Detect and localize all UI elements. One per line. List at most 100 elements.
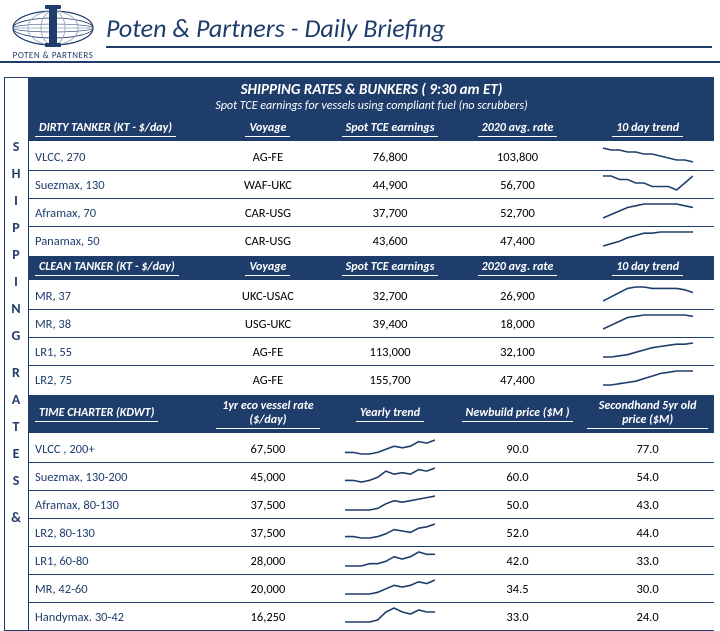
rate-cell: 28,000	[210, 547, 327, 575]
avg-cell: 18,000	[454, 310, 581, 338]
column-header: Yearly trend	[326, 394, 453, 434]
column-header: 10 day trend	[581, 117, 714, 142]
table-header-row: DIRTY TANKER (KT - $/day)VoyageSpot TCE …	[29, 117, 714, 142]
rate-cell: 20,000	[210, 575, 327, 603]
table-row: LR2, 80-13037,500 52.044.0	[29, 519, 714, 547]
vessel-name: LR1, 55	[29, 338, 210, 366]
table-row: MR, 38USG-UKC39,40018,000	[29, 310, 714, 338]
newbuild-cell: 60.0	[454, 463, 581, 491]
side-label-char: G	[5, 327, 28, 344]
side-label-char: N	[5, 300, 28, 317]
vessel-name: Panamax, 50	[29, 227, 210, 256]
table-row: MR, 42-6020,00034.530.0	[29, 575, 714, 603]
secondhand-cell: 44.0	[581, 519, 714, 547]
rate-cell: 37,500	[210, 519, 327, 547]
vessel-name: Aframax, 80-130	[29, 491, 210, 519]
voyage-cell: AG-FE	[210, 366, 327, 395]
side-label-char: S	[5, 472, 28, 489]
vessel-name: Handymax. 30-42	[29, 603, 210, 631]
spot-cell: 37,700	[326, 199, 453, 227]
trend-cell	[581, 366, 714, 395]
avg-cell: 47,400	[454, 227, 581, 256]
vessel-name: LR2, 80-130	[29, 519, 210, 547]
vessel-name: VLCC , 200+	[29, 434, 210, 463]
table-row: LR1, 55AG-FE113,00032,100	[29, 338, 714, 366]
newbuild-cell: 90.0	[454, 434, 581, 463]
spot-cell: 113,000	[326, 338, 453, 366]
table-row: VLCC , 200+67,500 90.077.0	[29, 434, 714, 463]
secondhand-cell: 43.0	[581, 491, 714, 519]
column-header: 10 day trend	[581, 255, 714, 281]
voyage-cell: USG-UKC	[210, 310, 327, 338]
newbuild-cell: 50.0	[454, 491, 581, 519]
side-label-char: A	[5, 391, 28, 408]
voyage-cell: WAF-UKC	[210, 171, 327, 199]
table-header-row: CLEAN TANKER (KT - $/day)VoyageSpot TCE …	[29, 255, 714, 281]
column-header: DIRTY TANKER (KT - $/day)	[29, 117, 210, 142]
newbuild-cell: 42.0	[454, 547, 581, 575]
dirty-tanker-table: DIRTY TANKER (KT - $/day)VoyageSpot TCE …	[29, 117, 714, 631]
main: SHIPPING RATES & SHIPPING RATES & BUNKER…	[0, 77, 720, 631]
side-label: SHIPPING RATES &	[4, 77, 28, 631]
voyage-cell: CAR-USG	[210, 199, 327, 227]
side-label-char: H	[5, 165, 28, 182]
newbuild-cell: 33.0	[454, 603, 581, 631]
vessel-name: Suezmax, 130-200	[29, 463, 210, 491]
avg-cell: 103,800	[454, 142, 581, 171]
table-row: Aframax, 70CAR-USG37,70052,700	[29, 199, 714, 227]
trend-cell	[326, 463, 453, 491]
trend-cell	[581, 310, 714, 338]
newbuild-cell: 34.5	[454, 575, 581, 603]
side-label-char: E	[5, 445, 28, 462]
trend-cell	[581, 199, 714, 227]
content: SHIPPING RATES & BUNKERS ( 9:30 am ET) S…	[28, 77, 714, 631]
rate-cell: 45,000	[210, 463, 327, 491]
vessel-name: MR, 38	[29, 310, 210, 338]
section-title: SHIPPING RATES & BUNKERS ( 9:30 am ET)	[29, 78, 714, 99]
avg-cell: 56,700	[454, 171, 581, 199]
logo-icon	[8, 4, 98, 48]
trend-cell	[581, 142, 714, 171]
page-title: Poten & Partners - Daily Briefing	[106, 12, 712, 48]
column-header: Voyage	[210, 255, 327, 281]
trend-cell	[326, 491, 453, 519]
trend-cell	[326, 575, 453, 603]
side-label-char: P	[5, 246, 28, 263]
avg-cell: 52,700	[454, 199, 581, 227]
table-row: Suezmax, 130WAF-UKC44,90056,700	[29, 171, 714, 199]
secondhand-cell: 77.0	[581, 434, 714, 463]
vessel-name: VLCC, 270	[29, 142, 210, 171]
trend-cell	[581, 281, 714, 310]
table-row: Handymax. 30-4216,25033.024.0	[29, 603, 714, 631]
table-row: Aframax, 80-13037,500 50.043.0	[29, 491, 714, 519]
side-label-char: I	[5, 192, 28, 209]
vessel-name: LR1, 60-80	[29, 547, 210, 575]
vessel-name: Suezmax, 130	[29, 171, 210, 199]
spot-cell: 155,700	[326, 366, 453, 395]
trend-cell	[581, 171, 714, 199]
rate-cell: 67,500	[210, 434, 327, 463]
table-row: LR2, 75AG-FE155,70047,400	[29, 366, 714, 395]
header: POTEN & PARTNERS Poten & Partners - Dail…	[0, 0, 720, 63]
rate-cell: 37,500	[210, 491, 327, 519]
voyage-cell: AG-FE	[210, 142, 327, 171]
voyage-cell: AG-FE	[210, 338, 327, 366]
spot-cell: 32,700	[326, 281, 453, 310]
table-row: MR, 37UKC-USAC32,70026,900	[29, 281, 714, 310]
vessel-name: MR, 42-60	[29, 575, 210, 603]
table-row: LR1, 60-8028,00042.033.0	[29, 547, 714, 575]
avg-cell: 26,900	[454, 281, 581, 310]
vessel-name: LR2, 75	[29, 366, 210, 395]
column-header: 2020 avg. rate	[454, 117, 581, 142]
spot-cell: 43,600	[326, 227, 453, 256]
logo-text: POTEN & PARTNERS	[13, 50, 94, 61]
newbuild-cell: 52.0	[454, 519, 581, 547]
column-header: Newbuild price ($M )	[454, 394, 581, 434]
voyage-cell: UKC-USAC	[210, 281, 327, 310]
spot-cell: 39,400	[326, 310, 453, 338]
vessel-name: MR, 37	[29, 281, 210, 310]
spot-cell: 44,900	[326, 171, 453, 199]
column-header: Secondhand 5yr old price ($M)	[581, 394, 714, 434]
trend-cell	[581, 227, 714, 256]
column-header: Voyage	[210, 117, 327, 142]
